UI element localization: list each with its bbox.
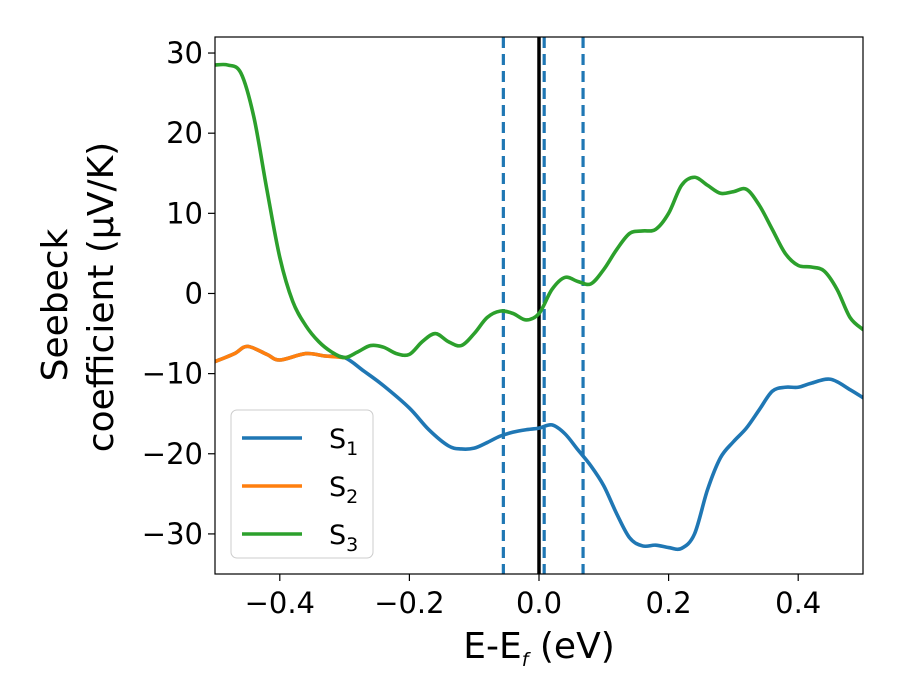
series-line-s3 <box>215 62 863 360</box>
x-tick-label: 0.4 <box>775 586 821 620</box>
x-tick-label: 0.0 <box>516 586 562 620</box>
x-tick-label: 0.2 <box>646 586 692 620</box>
y-tick-label: −10 <box>142 357 203 391</box>
x-axis-label: E-Ef (eV) <box>463 626 615 671</box>
legend-box <box>230 409 374 559</box>
y-tick-label: −20 <box>142 437 203 471</box>
y-axis-label-line2: coefficient (μV/K) <box>81 142 122 452</box>
x-tick-label: −0.2 <box>374 586 444 620</box>
legend: S1 S2 S3 <box>230 409 374 559</box>
legend-label-s1: S1 <box>329 424 358 460</box>
y-tick-label: 20 <box>166 116 203 150</box>
legend-label-s2: S2 <box>329 472 358 508</box>
x-tick-label: −0.4 <box>245 586 315 620</box>
series-line-s2 <box>215 344 347 364</box>
y-tick-label: −30 <box>142 517 203 551</box>
y-axis-label-line1: Seebeck <box>35 228 76 381</box>
legend-label-s3: S3 <box>329 520 358 556</box>
y-tick-label: 0 <box>185 276 203 310</box>
y-tick-label: 30 <box>166 36 203 70</box>
y-tick-label: 10 <box>166 196 203 230</box>
